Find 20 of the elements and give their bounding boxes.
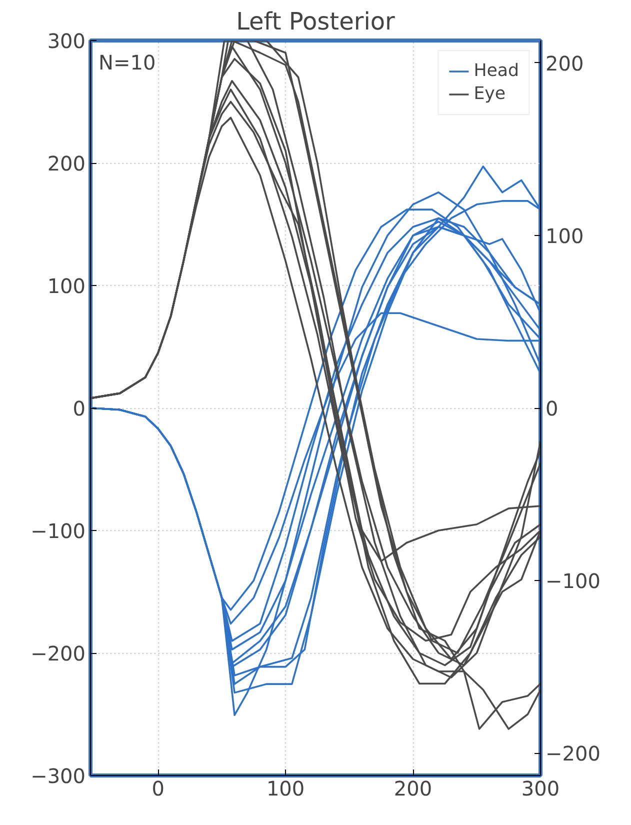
x-tick-label: 100 bbox=[266, 776, 305, 800]
legend-label: Eye bbox=[474, 84, 506, 104]
y-tick-label: 100 bbox=[47, 274, 86, 298]
y-tick-label: 300 bbox=[47, 29, 86, 53]
annotation: N=10 bbox=[98, 50, 156, 74]
y-tick-label: −200 bbox=[30, 642, 86, 666]
y2-tick-label: 200 bbox=[546, 51, 584, 76]
x-tick-label: 0 bbox=[152, 776, 164, 800]
y2-tick-label: −100 bbox=[546, 569, 600, 594]
chart-title: Left Posterior bbox=[236, 8, 396, 36]
legend-label: Head bbox=[474, 61, 519, 81]
y2-tick-label: −200 bbox=[546, 742, 600, 766]
y-tick-label: −300 bbox=[30, 764, 86, 788]
x-tick-label: 200 bbox=[394, 776, 432, 800]
y2-tick-label: 0 bbox=[546, 396, 558, 420]
y2-tick-label: 100 bbox=[546, 224, 584, 248]
x-tick-label: 300 bbox=[521, 776, 560, 800]
y-tick-label: −100 bbox=[30, 519, 86, 543]
y-tick-label: 200 bbox=[47, 152, 86, 176]
y-tick-label: 0 bbox=[72, 396, 86, 420]
